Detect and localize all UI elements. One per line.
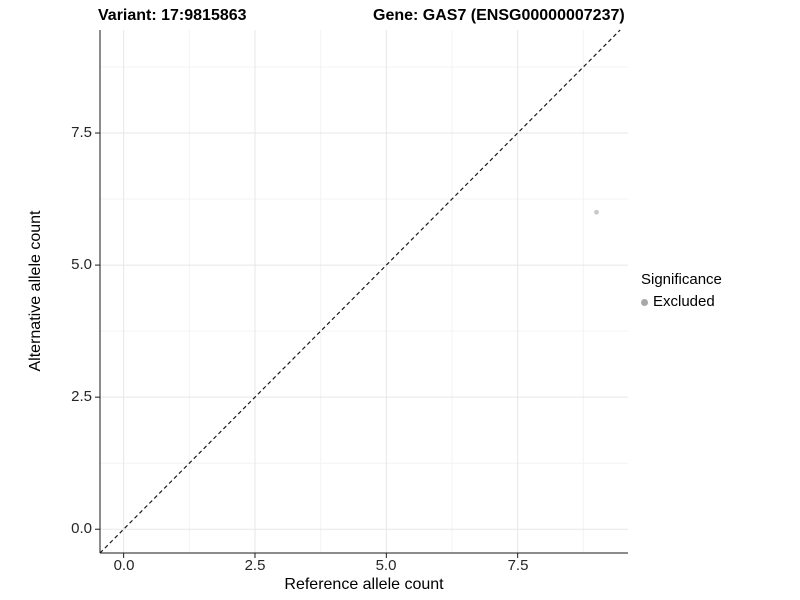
legend: Significance Excluded	[641, 270, 722, 311]
legend-point-icon	[641, 298, 648, 306]
variant-title: Variant: 17:9815863	[98, 7, 247, 24]
x-axis-title: Reference allele count	[284, 576, 444, 593]
y-tick-label: 7.5	[71, 124, 92, 141]
legend-title: Significance	[641, 271, 722, 288]
y-tick-label: 5.0	[71, 256, 92, 273]
data-point	[594, 209, 599, 215]
y-axis-title: Alternative allele count	[27, 210, 44, 372]
identity-dashed-line	[99, 29, 621, 554]
legend-entry-label: Excluded	[653, 293, 715, 310]
x-tick-label: 2.5	[244, 557, 266, 574]
x-tick-label: 5.0	[375, 557, 397, 574]
x-tick-label: 0.0	[113, 557, 135, 574]
x-tick-label: 7.5	[507, 557, 529, 574]
y-tick-label: 2.5	[71, 388, 92, 405]
y-tick-label: 0.0	[71, 520, 92, 537]
gene-title: Gene: GAS7 (ENSG00000007237)	[373, 7, 625, 24]
legend-entry: Excluded	[641, 293, 722, 311]
plot-svg	[95, 29, 628, 558]
